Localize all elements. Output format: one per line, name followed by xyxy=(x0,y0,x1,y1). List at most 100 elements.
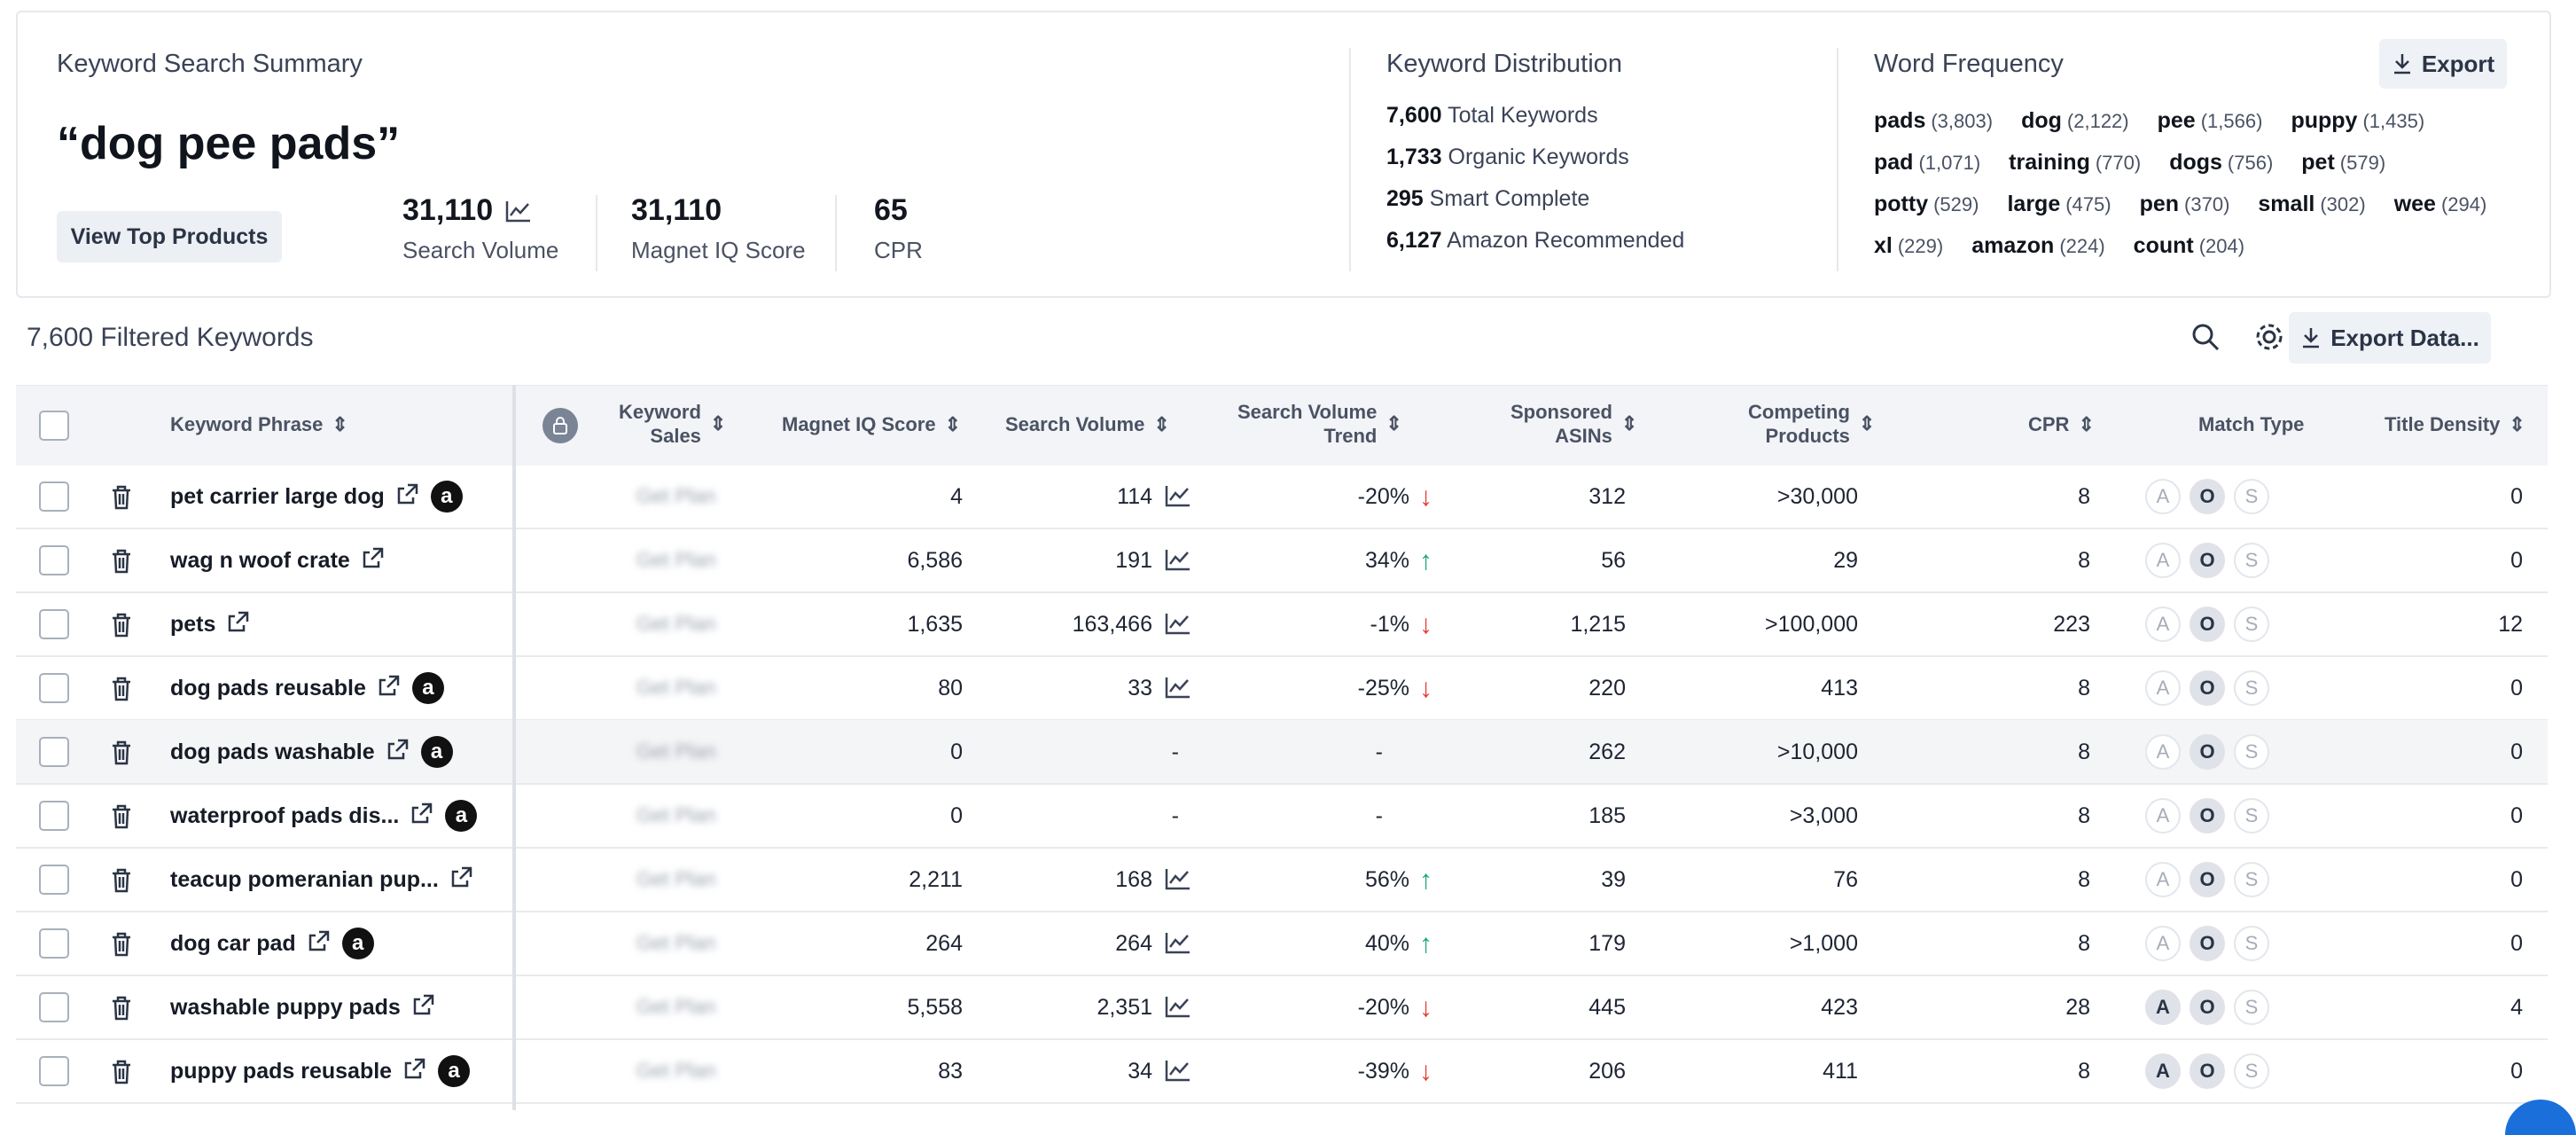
line-chart-icon[interactable] xyxy=(1165,931,1191,954)
match-type-s-toggle[interactable]: S xyxy=(2234,479,2269,514)
match-type-o-toggle[interactable]: O xyxy=(2190,798,2225,834)
keyword-phrase[interactable]: dog pads reusable xyxy=(170,675,366,701)
match-type-a-toggle[interactable]: A xyxy=(2145,670,2181,706)
match-type-s-toggle[interactable]: S xyxy=(2234,798,2269,834)
keyword-phrase[interactable]: puppy pads reusable xyxy=(170,1058,393,1084)
line-chart-icon[interactable] xyxy=(1165,995,1191,1018)
select-all-checkbox[interactable] xyxy=(39,411,69,441)
line-chart-icon[interactable] xyxy=(1165,1059,1191,1082)
row-checkbox[interactable] xyxy=(39,737,69,767)
row-checkbox[interactable] xyxy=(39,1056,69,1086)
keyword-phrase[interactable]: washable puppy pads xyxy=(170,994,401,1020)
external-link-icon[interactable] xyxy=(402,1056,427,1087)
amazon-icon[interactable]: a xyxy=(445,800,478,832)
match-type-s-toggle[interactable]: S xyxy=(2234,990,2269,1025)
match-type-o-toggle[interactable]: O xyxy=(2190,607,2225,642)
row-checkbox[interactable] xyxy=(39,609,69,639)
line-chart-icon[interactable] xyxy=(1165,484,1191,507)
trash-icon[interactable] xyxy=(110,548,133,575)
trash-icon[interactable] xyxy=(110,803,133,830)
export-data-button[interactable]: Export Data... xyxy=(2289,312,2491,364)
match-type-s-toggle[interactable]: S xyxy=(2234,734,2269,770)
trash-icon[interactable] xyxy=(110,484,133,511)
match-type-o-toggle[interactable]: O xyxy=(2190,734,2225,770)
amazon-icon[interactable]: a xyxy=(430,481,463,513)
export-button[interactable]: Export xyxy=(2379,39,2507,89)
match-type-o-toggle[interactable]: O xyxy=(2190,862,2225,897)
external-link-icon[interactable] xyxy=(395,481,420,513)
match-type-a-toggle[interactable]: A xyxy=(2145,798,2181,834)
header-competing-products[interactable]: Competing Products ⇕ xyxy=(1748,401,1876,447)
trash-icon[interactable] xyxy=(110,931,133,958)
match-type-s-toggle[interactable]: S xyxy=(2234,862,2269,897)
match-type-a-toggle[interactable]: A xyxy=(2145,734,2181,770)
pinned-column-divider[interactable] xyxy=(512,385,516,1110)
external-link-icon[interactable] xyxy=(377,673,402,704)
lock-icon[interactable] xyxy=(543,408,578,443)
match-type-s-toggle[interactable]: S xyxy=(2234,543,2269,578)
row-checkbox[interactable] xyxy=(39,545,69,575)
view-top-products-button[interactable]: View Top Products xyxy=(57,211,282,262)
header-sponsored-asins[interactable]: Sponsored ASINs ⇕ xyxy=(1510,401,1638,447)
amazon-icon[interactable]: a xyxy=(420,736,453,768)
match-type-a-toggle[interactable]: A xyxy=(2145,607,2181,642)
row-checkbox[interactable] xyxy=(39,801,69,831)
trash-icon[interactable] xyxy=(110,612,133,638)
header-keyword-phrase[interactable]: Keyword Phrase ⇕ xyxy=(170,412,348,436)
trash-icon[interactable] xyxy=(110,676,133,702)
line-chart-icon[interactable] xyxy=(1165,676,1191,699)
match-type-s-toggle[interactable]: S xyxy=(2234,607,2269,642)
external-link-icon[interactable] xyxy=(226,609,251,640)
keyword-phrase[interactable]: pet carrier large dog xyxy=(170,483,385,509)
row-checkbox[interactable] xyxy=(39,673,69,703)
match-type-s-toggle[interactable]: S xyxy=(2234,926,2269,961)
amazon-icon[interactable]: a xyxy=(341,928,374,959)
header-magnet-iq[interactable]: Magnet IQ Score ⇕ xyxy=(782,412,962,436)
external-link-icon[interactable] xyxy=(449,865,474,896)
search-icon[interactable] xyxy=(2190,321,2221,353)
line-chart-icon[interactable] xyxy=(1165,867,1191,890)
match-type-o-toggle[interactable]: O xyxy=(2190,543,2225,578)
keyword-phrase[interactable]: waterproof pads dis... xyxy=(170,802,400,828)
trash-icon[interactable] xyxy=(110,740,133,766)
match-type-a-toggle[interactable]: A xyxy=(2145,926,2181,961)
row-checkbox[interactable] xyxy=(39,481,69,512)
header-cpr[interactable]: CPR ⇕ xyxy=(2028,412,2095,436)
row-checkbox[interactable] xyxy=(39,865,69,895)
gear-icon[interactable] xyxy=(2253,321,2285,353)
keyword-phrase[interactable]: dog pads washable xyxy=(170,739,375,764)
match-type-o-toggle[interactable]: O xyxy=(2190,1053,2225,1089)
match-type-o-toggle[interactable]: O xyxy=(2190,479,2225,514)
trash-icon[interactable] xyxy=(110,867,133,894)
row-checkbox[interactable] xyxy=(39,992,69,1022)
keyword-phrase[interactable]: dog car pad xyxy=(170,930,296,956)
line-chart-icon[interactable] xyxy=(1165,612,1191,635)
header-keyword-sales[interactable]: Keyword Sales ⇕ xyxy=(619,401,727,447)
header-search-volume-trend[interactable]: Search Volume Trend ⇕ xyxy=(1237,401,1402,447)
keyword-phrase[interactable]: wag n woof crate xyxy=(170,547,350,573)
match-type-o-toggle[interactable]: O xyxy=(2190,926,2225,961)
match-type-o-toggle[interactable]: O xyxy=(2190,990,2225,1025)
amazon-icon[interactable]: a xyxy=(411,672,444,704)
external-link-icon[interactable] xyxy=(307,928,332,959)
match-type-a-toggle[interactable]: A xyxy=(2145,1053,2181,1089)
external-link-icon[interactable] xyxy=(410,801,434,832)
match-type-a-toggle[interactable]: A xyxy=(2145,990,2181,1025)
external-link-icon[interactable] xyxy=(361,545,386,576)
match-type-s-toggle[interactable]: S xyxy=(2234,670,2269,706)
line-chart-icon[interactable] xyxy=(1165,548,1191,571)
trash-icon[interactable] xyxy=(110,1059,133,1085)
amazon-icon[interactable]: a xyxy=(438,1055,471,1087)
line-chart-icon[interactable] xyxy=(505,200,532,223)
match-type-a-toggle[interactable]: A xyxy=(2145,479,2181,514)
match-type-a-toggle[interactable]: A xyxy=(2145,862,2181,897)
chat-launcher-button[interactable] xyxy=(2505,1100,2576,1135)
match-type-a-toggle[interactable]: A xyxy=(2145,543,2181,578)
trash-icon[interactable] xyxy=(110,995,133,1022)
external-link-icon[interactable] xyxy=(411,992,436,1023)
keyword-phrase[interactable]: teacup pomeranian pup... xyxy=(170,866,439,892)
match-type-s-toggle[interactable]: S xyxy=(2234,1053,2269,1089)
match-type-o-toggle[interactable]: O xyxy=(2190,670,2225,706)
keyword-phrase[interactable]: pets xyxy=(170,611,216,637)
external-link-icon[interactable] xyxy=(386,737,410,768)
